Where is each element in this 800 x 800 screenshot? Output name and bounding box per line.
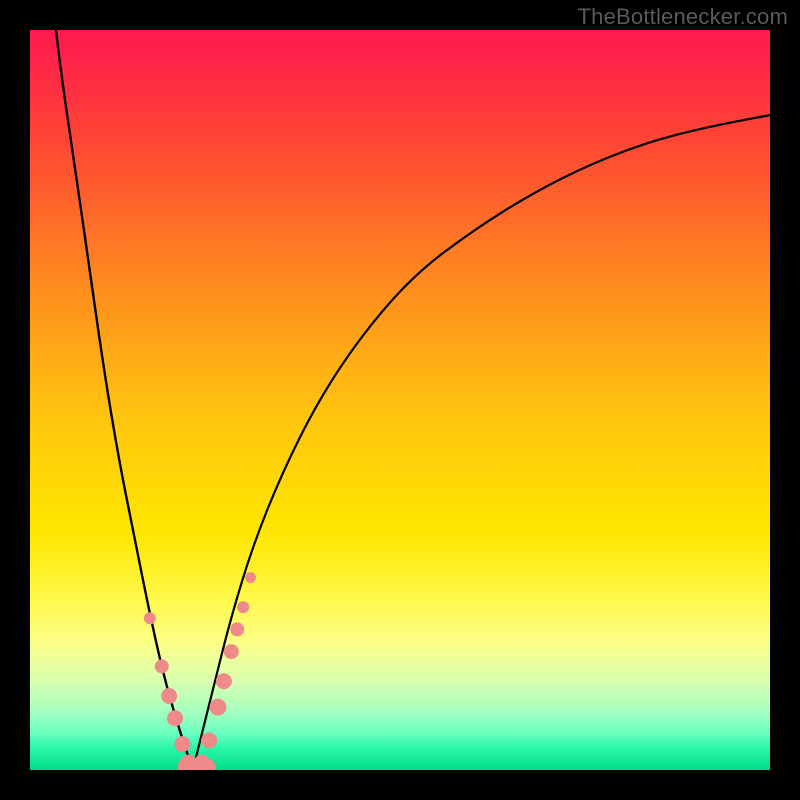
chart-frame: TheBottlenecker.com (0, 0, 800, 800)
marker-right-0 (194, 755, 210, 770)
marker-left-4 (174, 736, 190, 752)
watermark-text: TheBottlenecker.com (578, 4, 788, 30)
marker-right-4 (224, 644, 239, 659)
plot-svg (30, 30, 770, 770)
marker-right-6 (237, 601, 249, 613)
marker-right-3 (216, 673, 232, 689)
marker-left-1 (155, 659, 169, 673)
marker-right-5 (230, 622, 244, 636)
marker-left-0 (144, 612, 156, 624)
marker-right-1 (201, 732, 217, 748)
plot-area (30, 30, 770, 770)
marker-left-3 (167, 710, 183, 726)
marker-left-2 (161, 688, 177, 704)
marker-right-2 (209, 699, 226, 716)
marker-right-7 (245, 572, 256, 583)
